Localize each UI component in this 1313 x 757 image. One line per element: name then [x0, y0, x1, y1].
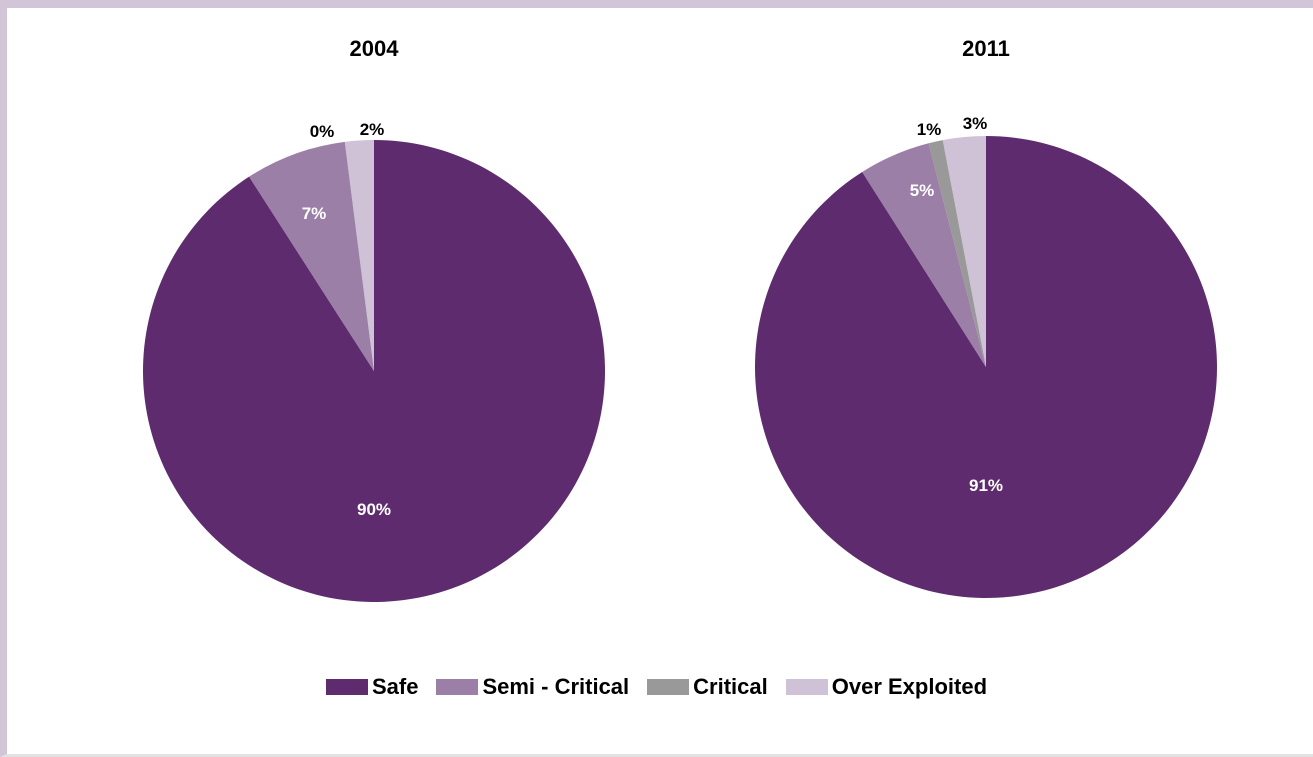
data-label-semi-critical: 7% — [302, 204, 327, 223]
legend-swatch-safe — [325, 679, 368, 695]
data-label-over-exploited: 2% — [360, 120, 385, 139]
pie-slice-safe — [754, 136, 1218, 599]
legend-label-safe: Safe — [371, 674, 419, 699]
data-label-critical: 1% — [917, 120, 942, 139]
pie-chart-2011: 2011 91% 5% 1% 3% — [754, 36, 1218, 599]
legend-label-semi-critical: Semi - Critical — [482, 674, 630, 699]
legend-label-critical: Critical — [693, 674, 768, 699]
pie-slice-critical — [928, 140, 986, 367]
data-label-over-exploited: 3% — [963, 114, 988, 133]
legend-swatch-semi-critical — [436, 679, 479, 695]
data-label-critical: 0% — [310, 122, 335, 141]
pie-slice-semi-critical — [862, 143, 986, 367]
legend-item-over-exploited: Over Exploited — [785, 674, 988, 700]
data-label-safe: 90% — [357, 500, 391, 519]
legend-label-over-exploited: Over Exploited — [831, 674, 988, 699]
pie-slice-over-exploited — [942, 136, 986, 367]
pie-chart-2004: 2004 90% 7% 0% 2% — [142, 36, 605, 602]
data-label-safe: 91% — [969, 476, 1003, 495]
legend-item-semi-critical: Semi - Critical — [436, 674, 629, 700]
chart-title: 2004 — [350, 36, 400, 61]
chart-title: 2011 — [962, 36, 1010, 61]
pie-slice-over-exploited — [344, 140, 374, 371]
pie-slice-semi-critical — [249, 141, 374, 371]
data-label-semi-critical: 5% — [910, 181, 935, 200]
legend-swatch-over-exploited — [785, 679, 828, 695]
legend-item-safe: Safe — [325, 674, 419, 700]
legend: Safe Semi - Critical Critical Over Explo… — [0, 674, 1313, 700]
legend-item-critical: Critical — [647, 674, 768, 700]
legend-swatch-critical — [647, 679, 690, 695]
